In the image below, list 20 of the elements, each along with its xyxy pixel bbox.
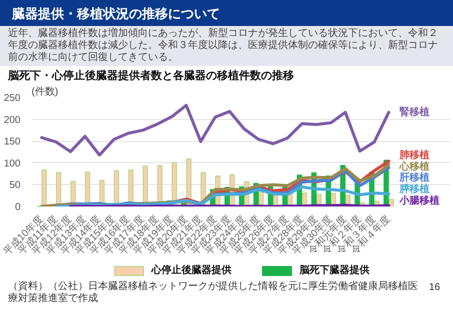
series-label: 肺移植 bbox=[398, 148, 430, 161]
series-label: 肝移植 bbox=[398, 172, 430, 184]
text: 脳死下・心停止後臓器提供者数と各臓器の移植件数の推移 bbox=[8, 69, 294, 84]
series-label: 心移植 bbox=[398, 160, 430, 172]
y-tick-label: 150 bbox=[4, 136, 21, 148]
series-label: 小腸移植 bbox=[398, 194, 440, 206]
y-tick-label: 50 bbox=[9, 180, 21, 192]
text: 16 bbox=[429, 281, 440, 295]
text: （資料）（公社）日本臓器移植ネットワークが提供した情報を元に厚生労働省健康局移植医療対策推進室で作成 bbox=[8, 281, 419, 305]
y-tick-label: 0 bbox=[14, 202, 21, 213]
y-tick-label: 250 bbox=[4, 93, 21, 104]
legend-label: 心停止後臓器提供 bbox=[152, 265, 232, 276]
series-label: 腎移植 bbox=[400, 106, 430, 118]
y-tick-label: 100 bbox=[4, 158, 21, 170]
legend-label: 脳死下臓器提供 bbox=[300, 265, 370, 276]
series-label: 膵移植 bbox=[398, 182, 430, 195]
y-axis-title: (件数) bbox=[32, 86, 58, 98]
chart-title: 臓器提供・移植状況の推移について bbox=[12, 5, 220, 23]
y-tick-label: 200 bbox=[4, 114, 21, 126]
chart-subtitle: 近年、臓器移植件数は増加傾向にあったが、新型コロナが発生している状況下において、令和２年度の臓器移植件数は減少した。令和３年度以降は、医療提供体制の確保等により、新型コロナ前の水準に向けて回復してきている。 bbox=[8, 28, 438, 64]
